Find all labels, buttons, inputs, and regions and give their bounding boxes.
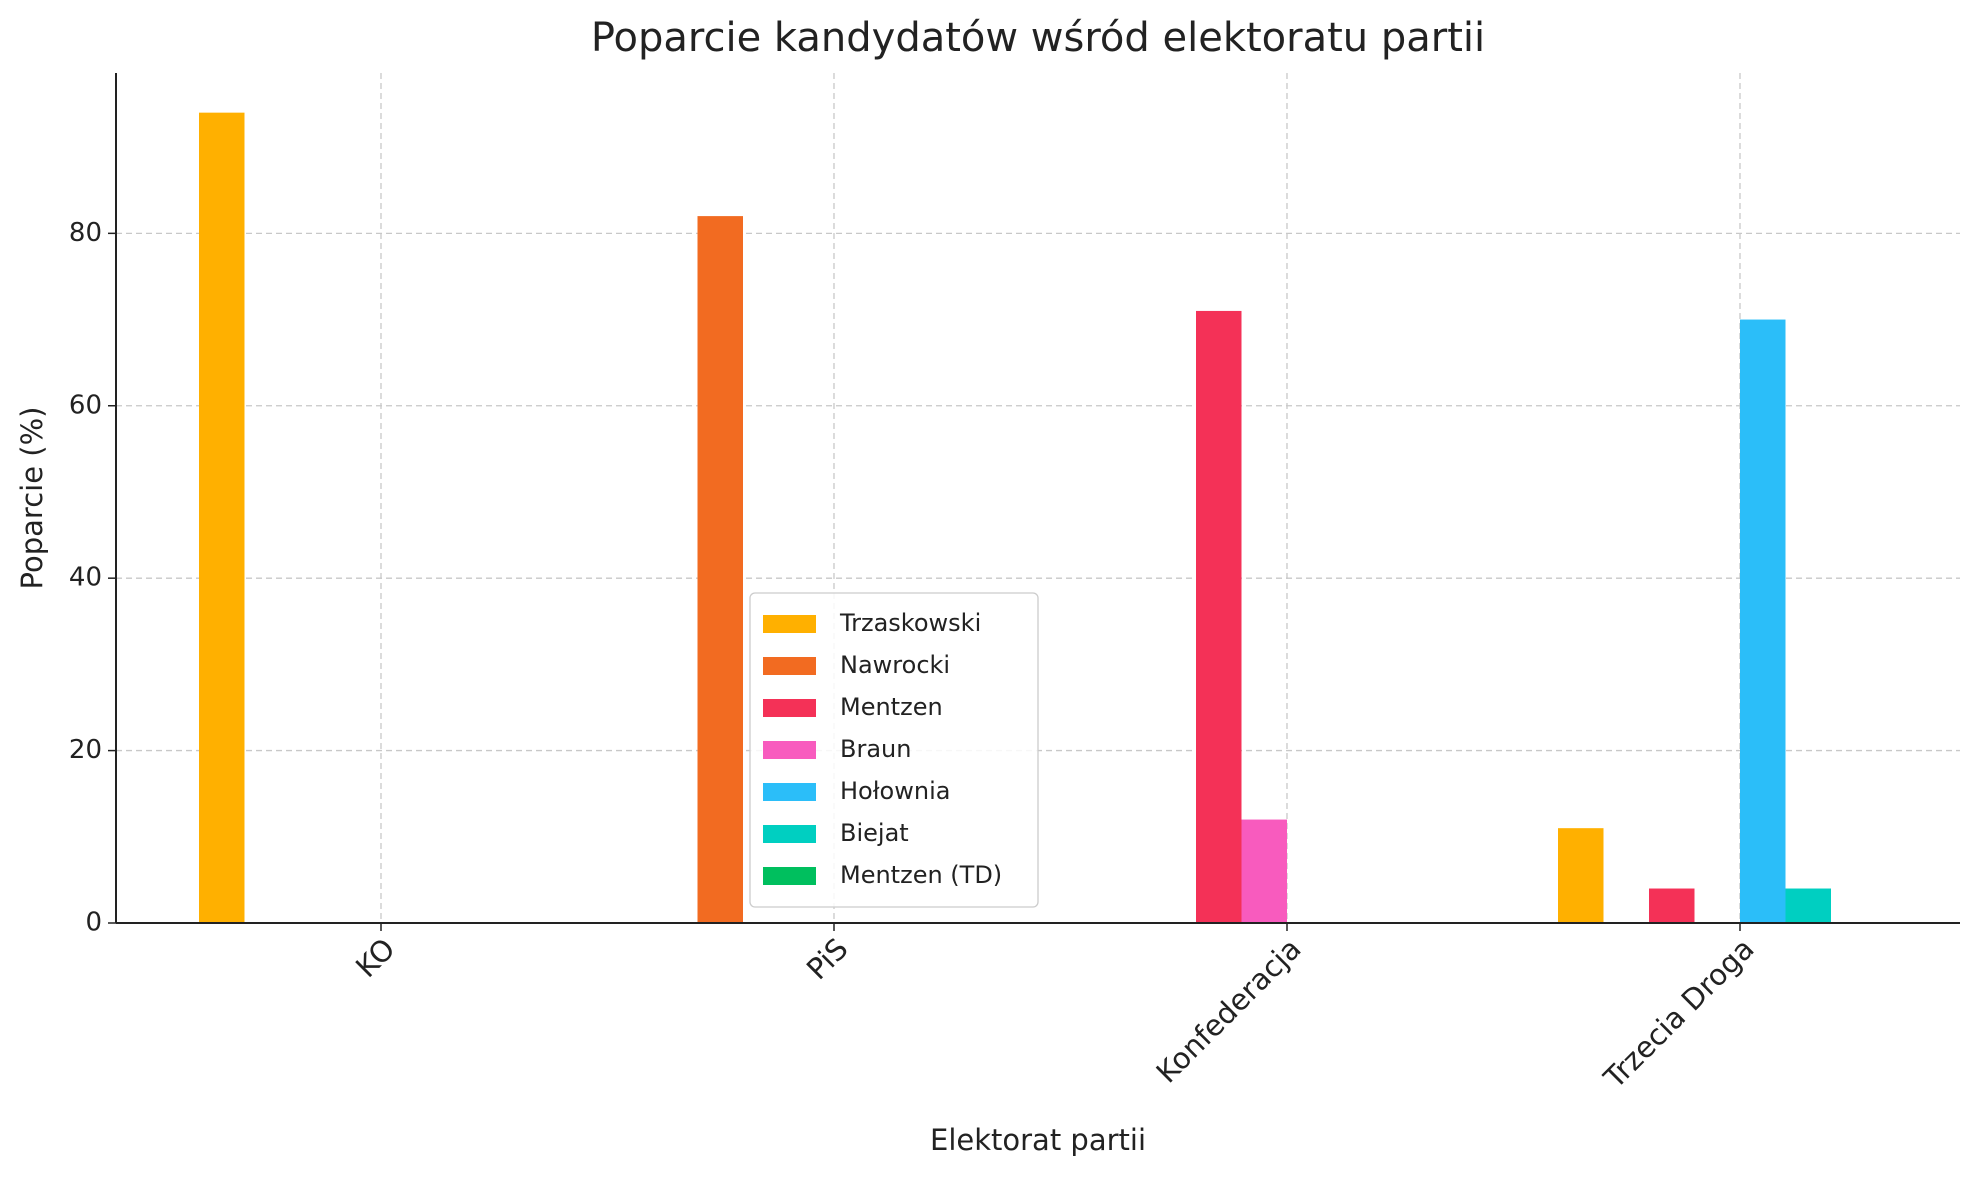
legend-label: Braun [840,735,911,763]
bar [1740,319,1786,923]
legend-label: Trzaskowski [839,609,981,637]
legend-label: Mentzen [840,693,943,721]
legend-label: Biejat [840,819,909,847]
bar [1241,819,1287,923]
x-axis-label: Elektorat partii [930,1123,1146,1157]
x-tick-label: Konfederacja [1150,932,1308,1090]
legend-swatch [763,825,816,843]
bar [1558,828,1604,923]
y-tick-label: 40 [69,563,102,593]
legend-box [749,592,1039,908]
legend-swatch [763,657,816,675]
x-tick-label: Trzecia Droga [1597,932,1761,1096]
legend-swatch [763,615,816,633]
legend-label: Mentzen (TD) [840,861,1002,889]
x-tick-label: KO [349,932,402,985]
x-tick-label: PiS [800,932,855,987]
y-tick-label: 60 [69,390,102,420]
legend-label: Nawrocki [840,651,950,679]
y-tick-label: 80 [69,218,102,248]
legend-swatch [763,741,816,759]
bar [1196,310,1242,923]
bar [697,216,743,923]
bar [1785,888,1831,923]
bar [1649,888,1695,923]
legend-swatch [763,699,816,717]
legend: Trzaskowski Nawrocki Mentzen Braun Hołownia B… [749,592,1039,908]
bar [199,112,245,924]
legend-label: Hołownia [840,777,950,805]
y-tick-label: 0 [85,908,102,938]
y-axis-label: Poparcie (%) [15,407,49,590]
chart-title: Poparcie kandydatów wśród elektoratu par… [591,15,1485,61]
legend-swatch [763,783,816,801]
legend-swatch [763,867,816,885]
y-tick-label: 20 [69,735,102,765]
